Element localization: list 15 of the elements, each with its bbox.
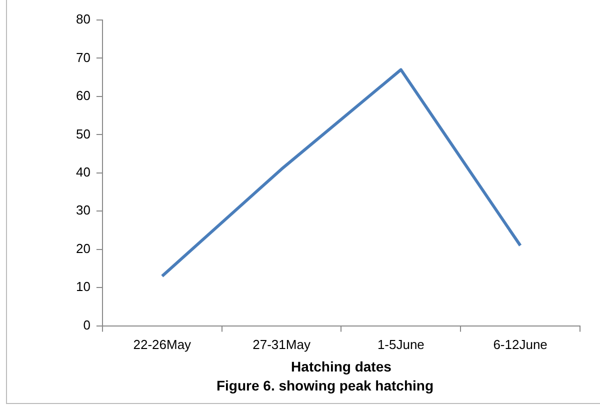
y-tick-label: 0 [83,317,90,332]
y-tick-label: 80 [76,12,90,27]
y-tick-label: 40 [76,164,90,180]
y-tick-label: 50 [76,126,90,142]
x-tick-label: 22-26May [133,337,192,352]
x-tick-label: 27-31May [252,337,311,352]
y-tick-label: 70 [76,50,90,65]
text: Figure 6. showing peak hatching [216,377,434,394]
x-tick-label: 1-5June [377,337,424,352]
x-tick-label: 6-12June [493,337,548,352]
y-tick-label: 20 [76,240,90,256]
y-tick-label: 10 [76,279,90,294]
y-tick-label: 30 [76,202,90,218]
x-axis-title: Hatching dates [291,358,392,375]
y-tick-label: 60 [76,88,90,104]
